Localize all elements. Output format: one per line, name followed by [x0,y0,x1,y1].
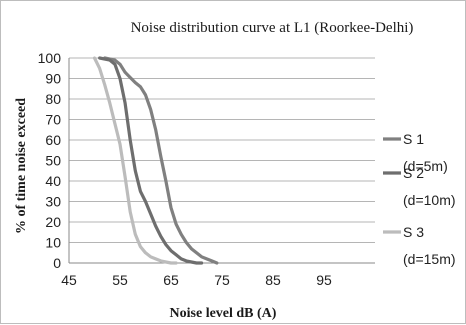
x-tick-label: 65 [163,272,179,288]
y-tick-label: 60 [45,132,61,148]
axes [68,58,375,264]
y-tick-label: 40 [45,173,61,189]
series-lines [92,56,219,265]
y-tick-label: 30 [45,194,61,210]
series-line-s3 [92,56,178,265]
x-tick-label: 85 [265,272,281,288]
x-tick-labels: 45 55 65 75 85 95 [61,272,332,288]
legend-sub-s1: (d=5m) [403,158,448,174]
y-tick-label: 50 [45,153,61,169]
legend-sub-s2: (d=10m) [403,192,456,208]
y-tick-label: 10 [45,235,61,251]
y-tick-label: 100 [38,50,62,66]
y-axis-label: % of time noise exceed [14,98,29,234]
x-tick-label: 45 [61,272,77,288]
legend-sub-s3: (d=15m) [403,251,456,267]
x-tick-label: 55 [112,272,128,288]
legend-label-s3: S 3 [403,224,424,240]
y-tick-label: 90 [45,71,61,87]
series-line-s2 [98,56,204,265]
grid [69,57,375,243]
y-tick-label: 0 [53,255,61,271]
x-tick-label: 95 [316,272,332,288]
legend-label-s1: S 1 [403,131,424,147]
chart-title: Noise distribution curve at L1 (Roorkee-… [131,20,414,36]
x-axis-label: Noise level dB (A) [170,306,277,321]
y-tick-label: 70 [45,112,61,128]
y-tick-label: 20 [45,214,61,230]
legend: S 1 (d=5m)S 2 (d=10m) S 3 (d=15m) [383,131,456,267]
x-tick-label: 75 [214,272,230,288]
legend-label-s2: S 2 [403,165,424,181]
series-line-s1 [103,56,219,265]
y-tick-labels: 0 10 20 30 40 50 60 70 80 90 100 [38,50,62,271]
y-tick-label: 80 [45,91,61,107]
